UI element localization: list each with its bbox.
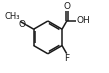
Text: O: O <box>19 20 26 29</box>
Text: F: F <box>64 54 69 63</box>
Text: CH₃: CH₃ <box>4 12 20 21</box>
Text: OH: OH <box>77 16 90 25</box>
Text: O: O <box>64 2 71 11</box>
